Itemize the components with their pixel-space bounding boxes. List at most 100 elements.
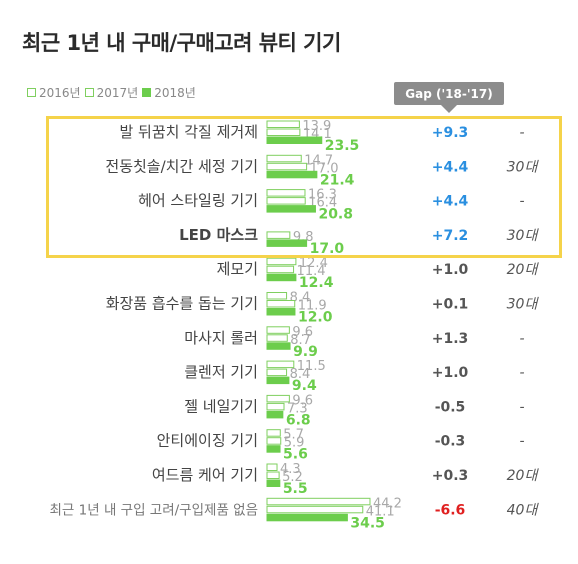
bar-2017 (266, 402, 285, 411)
value-label-2016: 9.6 (292, 393, 313, 408)
age-group: - (519, 399, 524, 415)
bar-2016 (266, 120, 300, 128)
bar-2017 (266, 334, 288, 342)
legend-label-2017: 2017년 (96, 86, 139, 100)
gap-value: +9.3 (432, 125, 469, 141)
bar-2017 (266, 505, 364, 514)
bar-2016 (266, 429, 281, 437)
legend-swatch-2016 (27, 88, 36, 97)
value-label-2018: 6.8 (286, 412, 311, 428)
value-label-2016: 5.7 (283, 428, 304, 443)
value-label-2018: 34.5 (350, 515, 385, 531)
age-group: 30대 (507, 159, 540, 175)
value-label-2017: 8.4 (290, 367, 311, 382)
bar-2018 (266, 376, 290, 385)
bar-2018 (266, 170, 318, 179)
value-label-2016: 16.3 (308, 188, 337, 203)
value-label-2018: 12.4 (299, 275, 334, 291)
bar-2017 (266, 300, 296, 308)
bar-2016 (266, 463, 278, 471)
bar-2017 (266, 265, 295, 274)
bar-2016 (266, 360, 295, 369)
gap-value: +7.2 (432, 228, 469, 244)
bar-2018 (266, 136, 323, 144)
value-label-2017: 11.9 (298, 299, 327, 314)
value-label-2016: 4.3 (280, 462, 301, 477)
bar-2018 (266, 342, 291, 350)
value-label-2016: 11.5 (297, 359, 326, 374)
category-label: 여드름 케어 기기 (152, 466, 258, 484)
category-label: LED 마스크 (179, 226, 258, 244)
chart-title: 최근 1년 내 구매/구매고려 뷰티 기기 (22, 31, 341, 55)
value-label-2018: 5.5 (283, 481, 308, 497)
bar-2017 (266, 437, 282, 445)
gap-value: -6.6 (435, 502, 466, 518)
gap-value: +1.0 (432, 365, 469, 381)
bar-2018 (266, 513, 348, 522)
age-group: - (519, 434, 524, 450)
age-group: - (519, 194, 524, 210)
category-label: 화장품 흡수를 돕는 기기 (106, 295, 258, 313)
category-label: 전동칫솔/치간 세정 기기 (105, 157, 258, 175)
value-label-2016: 9.6 (292, 325, 313, 340)
gap-header-pointer (441, 105, 457, 113)
age-group: - (519, 365, 524, 381)
category-label: 제모기 (217, 260, 258, 278)
category-label: 클렌저 기기 (184, 363, 258, 381)
value-label-2017: 11.4 (297, 264, 326, 279)
age-group: 40대 (507, 502, 540, 518)
value-label-2018: 17.0 (310, 241, 345, 257)
value-label-2017: 8.7 (290, 333, 311, 348)
gap-value: -0.3 (435, 434, 466, 450)
bar-2018 (266, 273, 297, 282)
gap-value: +4.4 (432, 194, 469, 210)
value-label-2017: 5.9 (284, 436, 305, 451)
legend-label-2018: 2018년 (154, 86, 196, 100)
bar-2018 (266, 239, 308, 247)
bar-2017 (266, 128, 301, 136)
bar-2016 (266, 257, 297, 266)
value-label-2018: 9.4 (292, 378, 317, 394)
value-label-2018: 23.5 (325, 138, 360, 154)
legend-swatch-2017 (84, 88, 94, 97)
category-label: 최근 1년 내 구입 고려/구입제품 없음 (50, 502, 258, 518)
legend-item-2018: 2018년 (142, 84, 196, 101)
bar-2017 (266, 197, 306, 205)
value-label-2017: 41.1 (366, 504, 395, 519)
value-label-2018: 9.9 (293, 344, 318, 360)
value-label-2018: 5.6 (283, 447, 308, 463)
gap-header-badge: Gap ('18-'17) (394, 82, 504, 105)
bar-2016 (266, 497, 371, 506)
value-label-2018: 12.0 (298, 310, 333, 326)
age-group: - (519, 331, 524, 347)
age-group: - (519, 125, 524, 141)
gap-value: +0.1 (432, 297, 469, 313)
bar-2016 (266, 326, 290, 334)
gap-value: +4.4 (432, 159, 469, 175)
value-label-2016: 14.7 (304, 153, 333, 168)
category-label: 헤어 스타일링 기기 (138, 192, 258, 210)
bar-2018 (266, 205, 316, 213)
value-label-2016: 13.9 (302, 119, 331, 134)
bar-2017 (266, 162, 308, 171)
bar-2017 (266, 368, 288, 377)
value-label-2017: 7.3 (287, 401, 308, 416)
legend-item-2017: 2017년 (84, 84, 139, 101)
legend-swatch-2018 (142, 88, 152, 97)
category-label: 마사지 롤러 (184, 329, 258, 347)
bar-2018 (266, 410, 284, 419)
category-label: 발 뒤꿈치 각질 제거제 (119, 123, 258, 141)
bar-2016 (266, 292, 288, 300)
gap-value: +1.0 (432, 262, 469, 278)
gap-value: +0.3 (432, 468, 469, 484)
legend: 2016년 2017년 2018년 (27, 84, 200, 101)
gap-value: +1.3 (432, 331, 469, 347)
bar-2016 (266, 394, 290, 403)
age-group: 20대 (507, 262, 540, 278)
age-group: 20대 (507, 468, 540, 484)
bar-2017 (266, 471, 280, 479)
bar-2018 (266, 479, 281, 487)
gap-value: -0.5 (435, 399, 466, 415)
value-label-2016: 12.4 (299, 256, 328, 271)
